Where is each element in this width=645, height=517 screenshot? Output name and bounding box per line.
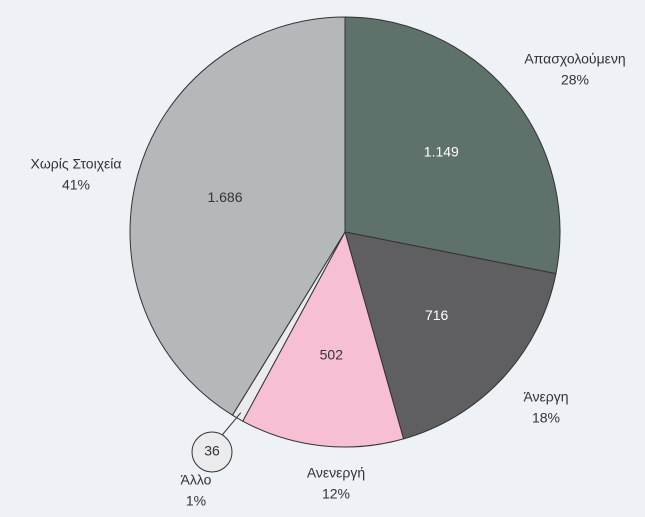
callout-circle — [191, 431, 233, 473]
percent-label: 28% — [561, 72, 589, 88]
percent-label: 41% — [62, 177, 90, 193]
percent-label: 1% — [186, 493, 206, 509]
value-label: 36 — [204, 443, 220, 459]
percent-label: 12% — [322, 486, 350, 502]
category-label: Ανενεργή — [307, 465, 365, 481]
percent-label: 18% — [532, 410, 560, 426]
pie-slice — [344, 16, 561, 275]
category-label: Απασχολούμενη — [524, 51, 625, 67]
value-label: 1.149 — [424, 144, 459, 160]
category-label: Άλλο — [181, 472, 212, 488]
category-label: Άνεργη — [523, 389, 568, 405]
value-label: 716 — [425, 307, 449, 323]
pie-slice — [242, 230, 405, 448]
pie-slice — [344, 231, 557, 440]
value-label: 1.686 — [207, 189, 242, 205]
value-label: 502 — [320, 347, 344, 363]
pie-slice — [129, 16, 346, 416]
category-label: Χωρίς Στοιχεία — [31, 156, 122, 172]
